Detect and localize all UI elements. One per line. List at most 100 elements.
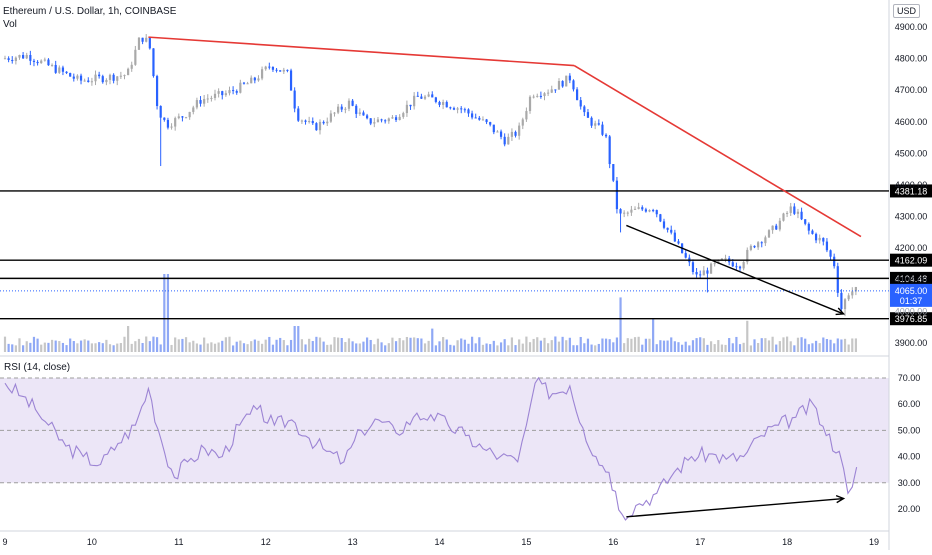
candle-body bbox=[87, 80, 90, 82]
volume-bar bbox=[532, 338, 535, 352]
level-price-label-bg bbox=[890, 184, 932, 198]
current-price-label-bg bbox=[890, 283, 932, 307]
volume-bar bbox=[503, 339, 506, 352]
volume-bar bbox=[192, 340, 195, 352]
volume-bar bbox=[550, 340, 553, 352]
candle-body bbox=[677, 241, 680, 244]
volume-bar bbox=[507, 345, 510, 352]
candle-body bbox=[735, 266, 738, 268]
candle-body bbox=[347, 100, 351, 109]
candle-body bbox=[329, 113, 332, 122]
candle-body bbox=[449, 107, 452, 109]
time-tick-label: 9 bbox=[2, 537, 7, 547]
candle-body bbox=[442, 102, 445, 105]
candle-body bbox=[673, 232, 676, 242]
rsi-tick-label: 50.00 bbox=[898, 425, 921, 435]
volume-bar bbox=[514, 345, 517, 352]
volume-bar bbox=[641, 344, 644, 352]
candle-body bbox=[811, 230, 814, 234]
chart-title: Ethereum / U.S. Dollar, 1h, COINBASE bbox=[3, 6, 177, 17]
volume-bar bbox=[123, 336, 126, 352]
candle-body bbox=[311, 121, 314, 124]
candle-body bbox=[69, 73, 72, 77]
volume-bar bbox=[568, 337, 571, 352]
volume-bar bbox=[376, 338, 380, 352]
volume-bar bbox=[717, 340, 720, 352]
candle-body bbox=[623, 212, 626, 214]
candle-body bbox=[148, 37, 151, 49]
currency-badge[interactable]: USD bbox=[892, 4, 920, 18]
volume-bar bbox=[630, 338, 633, 352]
volume-bar bbox=[804, 338, 807, 352]
volume-bar bbox=[684, 341, 687, 352]
volume-bar bbox=[543, 337, 546, 352]
candle-body bbox=[543, 93, 546, 97]
candle-body bbox=[655, 210, 658, 215]
candle-body bbox=[492, 124, 495, 133]
volume-bar bbox=[648, 338, 651, 352]
volume-bar bbox=[405, 336, 409, 352]
candle-body bbox=[409, 104, 412, 107]
volume-bar bbox=[224, 337, 227, 352]
candle-body bbox=[54, 64, 57, 73]
price-divergence-arrow bbox=[626, 224, 844, 315]
candle-body bbox=[232, 90, 235, 92]
volume-bar bbox=[105, 339, 108, 352]
candle-body bbox=[355, 105, 358, 114]
volume-bar bbox=[753, 339, 756, 352]
volume-bar bbox=[594, 345, 597, 352]
candle-body bbox=[445, 102, 448, 108]
volume-bar bbox=[565, 340, 568, 352]
candle-body bbox=[394, 117, 398, 120]
candle-body bbox=[40, 60, 43, 64]
volume-bar bbox=[108, 344, 112, 352]
volume-bar bbox=[355, 343, 358, 352]
candle-body bbox=[496, 131, 499, 133]
candle-body bbox=[597, 123, 600, 125]
candle-body bbox=[699, 274, 702, 276]
candle-body bbox=[384, 120, 387, 122]
candle-body bbox=[257, 78, 260, 81]
candle-body bbox=[98, 74, 101, 77]
volume-bar bbox=[666, 340, 669, 352]
candle-body bbox=[615, 180, 619, 210]
volume-bar bbox=[822, 337, 825, 352]
candle-body bbox=[72, 76, 75, 79]
price-tick-label: 4500.00 bbox=[895, 148, 928, 158]
candle-body bbox=[565, 75, 568, 87]
candle-body bbox=[376, 119, 380, 123]
volume-bar bbox=[119, 343, 122, 352]
price-tick-label: 4700.00 bbox=[895, 85, 928, 95]
volume-bar bbox=[257, 340, 260, 352]
volume-bar bbox=[145, 336, 148, 352]
level-price-label: 4162.09 bbox=[895, 256, 928, 266]
volume-bar bbox=[793, 345, 796, 352]
candle-body bbox=[246, 83, 249, 85]
volume-bar bbox=[456, 340, 459, 352]
time-tick-label: 13 bbox=[348, 537, 358, 547]
volume-bar bbox=[724, 344, 727, 352]
candle-body bbox=[318, 121, 322, 131]
volume-bar bbox=[90, 343, 93, 352]
time-tick-label: 17 bbox=[695, 537, 705, 547]
volume-bar bbox=[561, 336, 564, 352]
candle-body bbox=[250, 77, 253, 84]
trendline-resistance-1 bbox=[148, 36, 575, 67]
volume-bar bbox=[76, 343, 79, 352]
candle-body bbox=[514, 131, 517, 136]
volume-bar bbox=[25, 341, 28, 352]
candle-body bbox=[289, 70, 293, 91]
candle-body bbox=[630, 209, 633, 213]
candle-body bbox=[753, 245, 756, 248]
candle-body bbox=[199, 100, 202, 104]
volume-bar bbox=[264, 339, 267, 352]
volume-bar bbox=[680, 344, 684, 352]
candle-body bbox=[174, 118, 177, 127]
candle-body bbox=[507, 136, 510, 145]
volume-bar bbox=[72, 341, 75, 352]
volume-bar bbox=[597, 343, 600, 352]
candle-body bbox=[112, 74, 115, 81]
volume-bar bbox=[322, 341, 325, 352]
